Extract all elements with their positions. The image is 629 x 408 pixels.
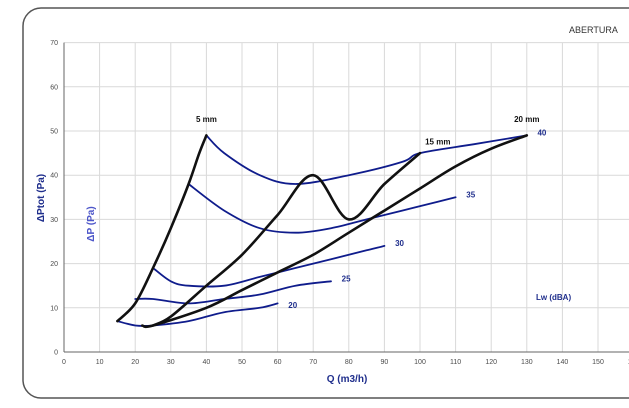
y-tick-label: 30 xyxy=(50,217,58,224)
opening-curve-20-mm xyxy=(141,134,529,329)
noise-level-label: 40 xyxy=(537,128,546,137)
x-tick-label: 130 xyxy=(521,359,533,366)
y-tick-label: 40 xyxy=(50,173,58,180)
y-tick-label: 50 xyxy=(50,129,58,136)
x-tick-label: 110 xyxy=(450,359,461,366)
x-tick-label: 100 xyxy=(414,359,426,366)
axis-layer: 0102030405060708090100110120130140150160… xyxy=(50,40,629,366)
opening-label: 15 mm xyxy=(425,137,450,146)
header-label: ABERTURA xyxy=(569,25,618,35)
x-tick-label: 10 xyxy=(96,359,104,366)
x-tick-label: 80 xyxy=(345,359,353,366)
x-tick-label: 20 xyxy=(131,359,139,366)
noise-level-label: 25 xyxy=(342,274,351,283)
y-tick-label: 0 xyxy=(54,350,58,357)
x-axis-title: Q (m3/h) xyxy=(327,374,368,385)
y-tick-label: 20 xyxy=(50,261,58,268)
series-layer xyxy=(116,134,529,329)
x-tick-label: 120 xyxy=(485,359,497,366)
noise-level-label: 20 xyxy=(288,301,297,310)
x-tick-label: 160 xyxy=(628,359,629,366)
noise-curve-20 xyxy=(116,302,279,327)
legend-note: Lw (dBA) xyxy=(536,293,571,302)
y-axis-title-total: ΔPtot (Pa) xyxy=(36,174,47,222)
y-tick-label: 70 xyxy=(50,40,58,47)
x-tick-label: 140 xyxy=(557,359,569,366)
x-tick-label: 90 xyxy=(381,359,389,366)
noise-curve-30 xyxy=(152,245,386,288)
curve-label-layer: 5 mm 15 mm 20 mm 40 35 30 25 20 xyxy=(196,115,547,310)
noise-level-label: 30 xyxy=(395,239,404,248)
x-tick-label: 70 xyxy=(309,359,317,366)
opening-label: 5 mm xyxy=(196,115,217,124)
chart-frame xyxy=(22,7,629,399)
x-tick-label: 30 xyxy=(167,359,175,366)
x-tick-label: 50 xyxy=(238,359,246,366)
noise-curve-35 xyxy=(187,183,457,234)
x-tick-label: 0 xyxy=(62,359,66,366)
noise-level-label: 35 xyxy=(466,190,475,199)
x-tick-label: 150 xyxy=(592,359,604,366)
opening-label: 20 mm xyxy=(514,115,539,124)
y-tick-label: 10 xyxy=(50,305,58,312)
x-tick-label: 40 xyxy=(203,359,211,366)
noise-curve-40 xyxy=(205,134,528,185)
x-tick-label: 60 xyxy=(274,359,282,366)
y-axis-title: ΔP (Pa) xyxy=(86,206,97,241)
y-tick-label: 60 xyxy=(50,84,58,91)
opening-curve-5-mm xyxy=(116,134,208,323)
opening-curve-15-mm xyxy=(151,151,422,327)
